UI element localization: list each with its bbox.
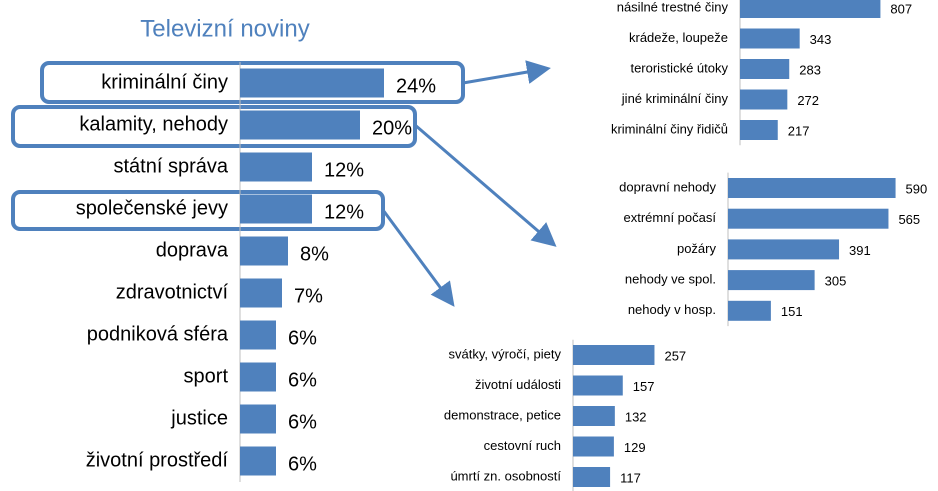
category-label: nehody ve spol.	[625, 272, 716, 287]
value-label: 217	[788, 123, 810, 138]
arrows	[381, 60, 557, 307]
value-label: 6%	[288, 327, 317, 349]
bar	[240, 320, 276, 350]
value-label: 391	[849, 243, 871, 258]
bar	[728, 300, 771, 321]
value-label: 807	[890, 1, 912, 16]
category-label: zdravotnictví	[116, 281, 229, 303]
bar	[573, 345, 655, 365]
category-label: násilné trestné činy	[617, 0, 729, 14]
category-label: cestovní ruch	[484, 438, 561, 453]
bar	[240, 404, 276, 434]
bar	[573, 375, 623, 396]
category-label: krádeže, loupeže	[629, 30, 728, 45]
bar	[740, 0, 881, 18]
value-label: 7%	[294, 285, 323, 307]
bar	[728, 178, 896, 198]
category-label: extrémní počasí	[624, 210, 717, 225]
bar	[573, 436, 614, 457]
category-label: kalamity, nehody	[79, 113, 228, 135]
bar	[240, 152, 312, 182]
bar	[728, 270, 815, 291]
arrow	[462, 60, 551, 85]
value-label: 6%	[288, 411, 317, 433]
value-label: 305	[825, 274, 847, 289]
arrow	[381, 209, 455, 307]
category-label: požáry	[677, 241, 717, 256]
value-label: 8%	[300, 243, 329, 265]
value-label: 272	[797, 93, 819, 108]
category-label: podniková sféra	[87, 323, 229, 345]
value-label: 12%	[324, 201, 364, 223]
category-label: nehody v hosp.	[628, 302, 716, 317]
bar	[740, 28, 800, 49]
value-label: 132	[625, 409, 647, 424]
category-label: jiné kriminální činy	[621, 91, 729, 106]
category-label: sport	[184, 365, 229, 387]
chart-title: Televizní noviny	[140, 15, 309, 42]
category-label: teroristické útoky	[630, 60, 728, 75]
category-label: životní prostředí	[86, 449, 229, 471]
category-label: demonstrace, petice	[444, 407, 561, 422]
bar	[573, 406, 615, 426]
bar	[740, 59, 790, 79]
category-label: doprava	[156, 239, 229, 261]
category-label: úmrtí zn. osobností	[450, 468, 561, 483]
bar	[728, 208, 889, 229]
value-label: 157	[633, 379, 655, 394]
bar	[240, 446, 276, 476]
category-label: dopravní nehody	[619, 179, 716, 194]
category-label: justice	[170, 407, 228, 429]
value-label: 129	[624, 440, 646, 455]
arrow	[414, 123, 557, 247]
value-label: 257	[664, 348, 686, 363]
value-label: 12%	[324, 159, 364, 181]
bar	[740, 120, 778, 140]
value-label: 283	[799, 62, 821, 77]
category-label: kriminální činy	[101, 71, 228, 93]
value-label: 24%	[396, 75, 436, 97]
bar	[240, 236, 288, 266]
value-label: 343	[810, 32, 832, 47]
value-label: 117	[620, 470, 641, 485]
value-label: 6%	[288, 369, 317, 391]
value-label: 565	[898, 212, 920, 227]
bar	[240, 68, 384, 98]
bar	[728, 239, 840, 260]
category-label: životní události	[475, 377, 561, 392]
category-label: státní správa	[113, 155, 228, 177]
value-label: 6%	[288, 453, 317, 475]
category-label: společenské jevy	[76, 197, 228, 219]
bar	[240, 194, 312, 224]
category-label: kriminální činy řidičů	[611, 121, 728, 136]
value-label: 151	[781, 304, 803, 319]
value-label: 20%	[372, 117, 412, 139]
bar	[573, 467, 611, 487]
category-label: svátky, výročí, piety	[449, 346, 562, 361]
value-label: 590	[906, 181, 928, 196]
bar	[240, 110, 360, 140]
bar	[740, 89, 788, 110]
bar	[240, 362, 276, 392]
bar	[240, 278, 282, 308]
